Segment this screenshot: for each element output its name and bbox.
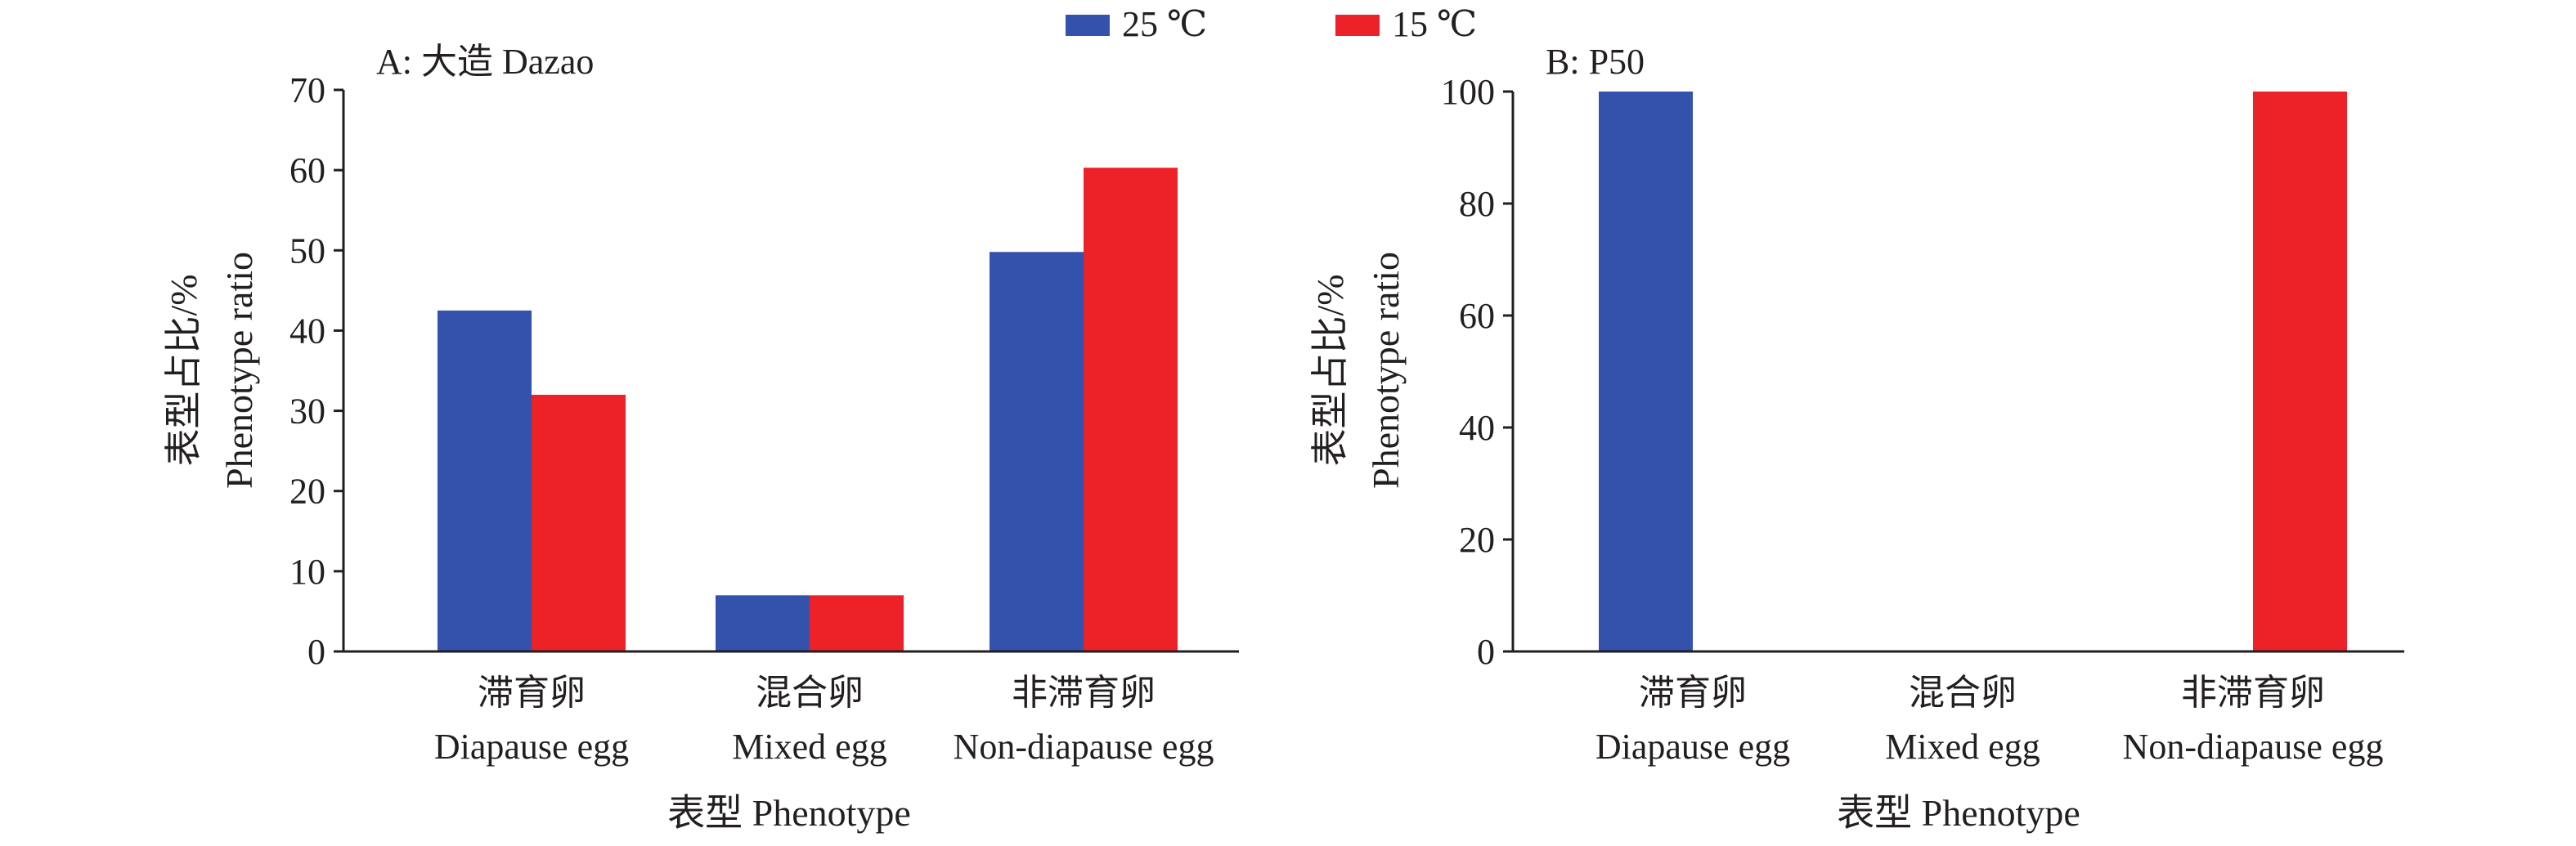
panel-b-category-label-en: Diapause egg [1595,727,1790,767]
panel-a-ylabel-zh: 表型占比/% [163,274,204,466]
panel-b-categories: 滞育卵 Diapause egg 混合卵 Mixed egg 非滞育卵 Non-diapa… [1595,673,2384,767]
panel-a: A: 大造 Dazao 0 10 20 30 40 50 60 70 滞育卵 Diapause … [163,42,1239,834]
panel-a-bars [438,168,1178,651]
panel-a-category-label-zh: 滞育卵 [478,673,586,713]
panel-a-category-label-en: Non-diapause egg [954,727,1214,767]
panel-b-y-tick-label: 0 [1477,632,1495,672]
panel-a-ylabel-en: Phenotype ratio [218,252,260,489]
panel-b-title: B: P50 [1546,42,1645,82]
panel-a-y-tick-label: 70 [289,70,325,110]
panel-b-y-tick-label: 60 [1459,296,1495,336]
panel-b-y-tick-label: 100 [1441,72,1495,112]
panel-a-xlabel: 表型 Phenotype [667,792,911,834]
panel-a-y-tick-label: 10 [289,552,325,592]
panel-a-category-label-en: Diapause egg [434,727,629,767]
panel-b-bar-series2-cat3 [2253,92,2347,651]
panel-a-y-tick-label: 60 [289,150,325,190]
panel-b-ylabel-zh: 表型占比/% [1309,274,1351,466]
panel-b-category-label-zh: 滞育卵 [1639,673,1747,713]
legend-label-25c: 25 ℃ [1122,4,1207,44]
panel-b: B: P50 0 20 40 60 80 100 滞育卵 Diapause egg 混合卵 Mi… [1309,42,2404,834]
panel-a-y-tick-label: 40 [289,311,325,351]
panel-b-y-tick-label: 40 [1459,408,1495,448]
panel-a-categories: 滞育卵 Diapause egg 混合卵 Mixed egg 非滞育卵 Non-diapa… [434,673,1214,767]
panel-a-y-tick-label: 50 [289,231,325,271]
panel-a-category-label-zh: 非滞育卵 [1012,673,1156,713]
panel-b-y-tick-label: 20 [1459,520,1495,560]
panel-b-category-label-en: Non-diapause egg [2123,727,2384,767]
panel-b-category-label-zh: 混合卵 [1909,673,2017,713]
panel-a-y-tick-label: 0 [307,632,325,672]
panel-a-y-tick-label: 20 [289,472,325,512]
legend-swatch-15c [1335,15,1380,36]
panel-b-bar-series1-cat1 [1599,92,1693,651]
panel-b-category-label-zh: 非滞育卵 [2181,673,2325,713]
legend-label-15c: 15 ℃ [1392,4,1477,44]
panel-a-bar-series2-cat3 [1084,168,1178,651]
panel-b-xlabel: 表型 Phenotype [1837,792,2080,834]
panel-a-bar-series2-cat2 [810,595,904,651]
legend-swatch-25c [1066,15,1110,36]
panel-a-category-label-zh: 混合卵 [756,673,864,713]
panel-b-y-ticks: 0 20 40 60 80 100 [1441,72,1513,672]
panel-a-y-ticks: 0 10 20 30 40 50 60 70 [289,70,343,672]
panel-b-bars [1599,92,2347,651]
panel-a-bar-series1-cat3 [990,252,1084,651]
panel-a-bar-series1-cat1 [438,310,532,651]
panel-b-ylabel-en: Phenotype ratio [1365,252,1407,489]
panel-a-title: A: 大造 Dazao [376,42,594,82]
panel-a-bar-series1-cat2 [716,595,810,651]
panel-b-y-tick-label: 80 [1459,184,1495,224]
panel-b-category-label-en: Mixed egg [1885,727,2040,767]
panel-a-bar-series2-cat1 [532,394,626,651]
panel-a-category-label-en: Mixed egg [732,727,886,767]
panel-a-y-tick-label: 30 [289,392,325,432]
legend: 25 ℃ 15 ℃ [1066,4,1477,44]
